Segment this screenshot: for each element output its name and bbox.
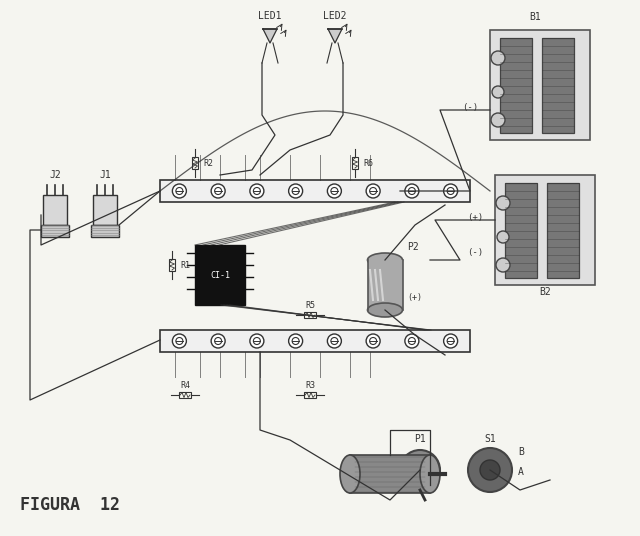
Circle shape [447, 188, 454, 195]
Circle shape [468, 448, 512, 492]
Text: (+): (+) [467, 213, 483, 222]
Text: J2: J2 [49, 170, 61, 180]
Text: R3: R3 [305, 381, 315, 390]
Bar [304, 312, 316, 318]
Bar [542, 38, 574, 133]
Circle shape [331, 188, 338, 195]
Polygon shape [328, 29, 342, 43]
Polygon shape [263, 29, 277, 43]
Circle shape [172, 334, 186, 348]
Circle shape [253, 188, 260, 195]
Circle shape [496, 196, 510, 210]
Bar [490, 30, 590, 140]
Bar [495, 175, 595, 285]
Text: (-): (-) [467, 248, 483, 257]
Circle shape [411, 461, 429, 479]
Text: S1: S1 [484, 434, 496, 444]
Text: R6: R6 [363, 159, 373, 167]
Bar [195, 245, 245, 305]
Text: R4: R4 [180, 381, 190, 390]
Circle shape [176, 338, 183, 345]
Circle shape [172, 184, 186, 198]
Circle shape [250, 184, 264, 198]
Text: B: B [518, 447, 524, 457]
Text: (+): (+) [407, 293, 422, 302]
Bar [192, 157, 198, 169]
Text: P2: P2 [407, 242, 419, 252]
Circle shape [497, 231, 509, 243]
Text: CI-1: CI-1 [210, 271, 230, 279]
Circle shape [408, 338, 415, 345]
Bar [505, 183, 537, 278]
Circle shape [250, 334, 264, 348]
Bar [160, 180, 470, 202]
Circle shape [289, 334, 303, 348]
Circle shape [328, 334, 341, 348]
Circle shape [292, 338, 299, 345]
Circle shape [408, 188, 415, 195]
Bar [179, 392, 191, 398]
Text: P1: P1 [414, 434, 426, 444]
Circle shape [444, 184, 458, 198]
Text: FIGURA  12: FIGURA 12 [20, 496, 120, 514]
Circle shape [496, 258, 510, 272]
Text: R1: R1 [180, 260, 190, 270]
Text: (-): (-) [462, 103, 478, 112]
Bar [547, 183, 579, 278]
Circle shape [366, 184, 380, 198]
Circle shape [328, 184, 341, 198]
Circle shape [447, 338, 454, 345]
Circle shape [370, 188, 376, 195]
Circle shape [491, 51, 505, 65]
Circle shape [405, 334, 419, 348]
Circle shape [211, 184, 225, 198]
Ellipse shape [340, 455, 360, 493]
Circle shape [292, 188, 299, 195]
Text: R5: R5 [305, 301, 315, 310]
Circle shape [331, 338, 338, 345]
Text: A: A [518, 467, 524, 477]
Circle shape [491, 113, 505, 127]
Circle shape [211, 334, 225, 348]
Circle shape [405, 184, 419, 198]
Bar [304, 392, 316, 398]
Bar [352, 157, 358, 169]
Bar [367, 260, 403, 310]
Circle shape [444, 334, 458, 348]
Circle shape [400, 450, 440, 490]
Text: LED1: LED1 [259, 11, 282, 21]
Bar [160, 330, 470, 352]
Circle shape [214, 188, 221, 195]
Circle shape [289, 184, 303, 198]
Text: B2: B2 [539, 287, 551, 297]
Bar [91, 225, 119, 237]
Circle shape [492, 86, 504, 98]
Bar [350, 455, 430, 493]
Text: J1: J1 [99, 170, 111, 180]
Circle shape [370, 338, 376, 345]
Text: R2: R2 [203, 159, 213, 167]
Bar [500, 38, 532, 133]
Bar [41, 225, 69, 237]
Text: LED2: LED2 [323, 11, 347, 21]
Ellipse shape [420, 455, 440, 493]
Circle shape [480, 460, 500, 480]
Bar [169, 259, 175, 271]
Circle shape [176, 188, 183, 195]
Circle shape [253, 338, 260, 345]
Circle shape [366, 334, 380, 348]
Bar [43, 195, 67, 225]
Ellipse shape [367, 253, 403, 267]
Ellipse shape [367, 303, 403, 317]
Text: B1: B1 [529, 12, 541, 22]
Bar [93, 195, 117, 225]
Circle shape [214, 338, 221, 345]
